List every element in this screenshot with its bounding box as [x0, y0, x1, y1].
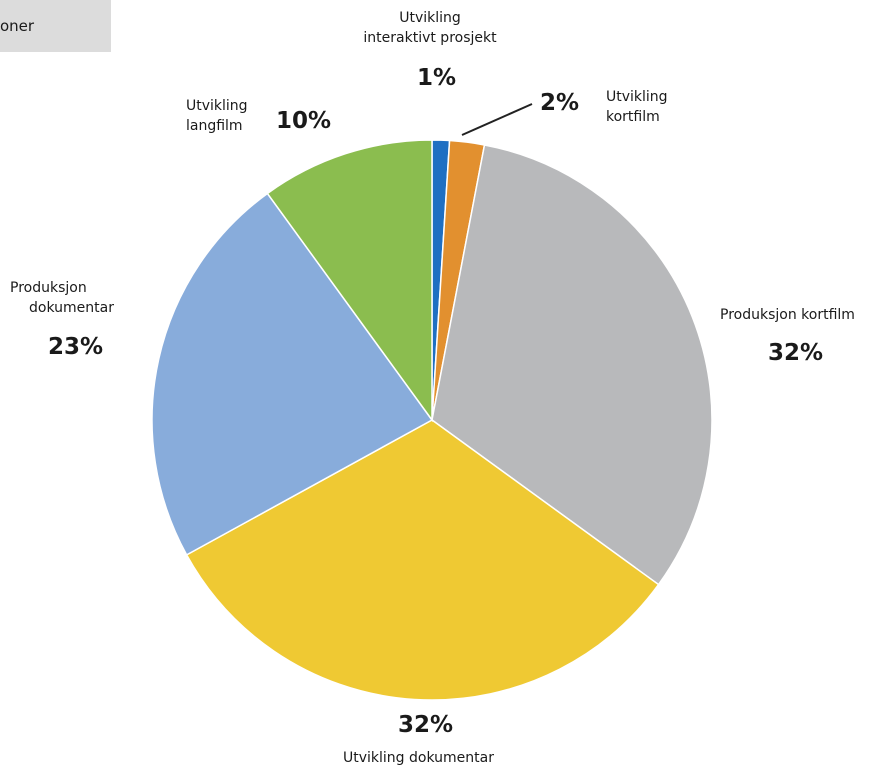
slice-label-utv-kortfilm-line2: kortfilm	[606, 109, 660, 125]
slice-label-prod-dokumentar-line2: dokumentar	[29, 300, 114, 316]
slice-label-prod-kortfilm: Produksjon kortfilm	[720, 307, 855, 323]
slice-pct-langfilm: 10%	[276, 108, 332, 134]
slice-label-interaktivt: Utvikling interaktivt prosjekt	[360, 8, 500, 48]
pie-slice-utv-dokumentar	[185, 419, 660, 701]
slice-label-utv-kortfilm: Utvikling kortfilm	[606, 87, 668, 127]
slice-pct-prod-dokumentar: 23%	[48, 334, 104, 360]
slice-pct-utv-dokumentar: 32%	[398, 712, 454, 738]
header-tab[interactable]: oner	[0, 0, 111, 52]
pie-slice-prod-kortfilm	[431, 144, 713, 586]
slice-label-utv-kortfilm-line1: Utvikling	[606, 89, 668, 105]
slice-label-prod-dokumentar-line1: Produksjon	[10, 280, 87, 296]
slice-pct-prod-kortfilm: 32%	[768, 340, 824, 366]
slice-label-interaktivt-line2: interaktivt prosjekt	[363, 30, 497, 46]
slice-pct-interaktivt: 1%	[417, 65, 457, 91]
slice-label-langfilm-line1: Utvikling	[186, 98, 248, 114]
pie-slice-utv-langfilm	[266, 139, 433, 423]
slice-label-langfilm-line2: langfilm	[186, 118, 243, 134]
slice-label-langfilm: Utvikling langfilm	[186, 96, 248, 136]
leader-line-utv-kortfilm	[461, 103, 533, 136]
slice-label-prod-dokumentar: Produksjon dokumentar	[10, 278, 114, 318]
slice-label-interaktivt-line1: Utvikling	[399, 10, 461, 26]
pie-slice-prod-dokumentar	[151, 192, 434, 556]
slice-label-utv-dokumentar: Utvikling dokumentar	[343, 750, 494, 766]
header-tab-label: oner	[0, 17, 35, 35]
slice-pct-utv-kortfilm: 2%	[540, 90, 580, 116]
